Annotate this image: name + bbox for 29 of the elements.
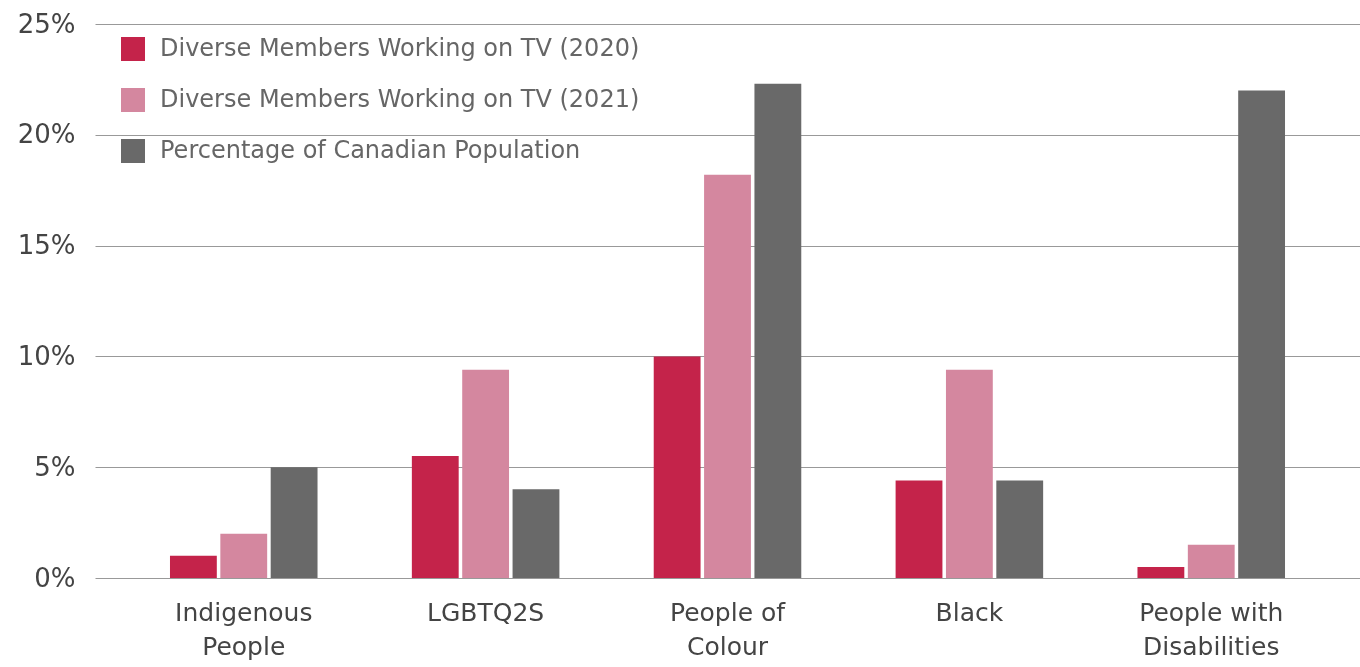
legend-label: Diverse Members Working on TV (2021): [160, 85, 640, 113]
y-tick-label: 5%: [34, 451, 76, 482]
y-tick-label: 15%: [17, 230, 76, 261]
bar: [270, 467, 318, 578]
y-tick-label: 20%: [17, 119, 76, 150]
bar: [411, 456, 459, 578]
bar: [754, 83, 802, 578]
x-tick-label: Black: [935, 597, 1004, 627]
y-tick-label: 10%: [17, 340, 76, 371]
bar: [945, 369, 993, 578]
x-tick-label: LGBTQ2S: [427, 597, 545, 627]
bar: [169, 555, 217, 578]
bar: [1187, 544, 1235, 578]
bar: [653, 356, 701, 578]
bar: [996, 480, 1044, 578]
bar: [220, 533, 268, 578]
y-tick-label: 25%: [17, 8, 76, 39]
bar: [512, 489, 560, 578]
bar: [462, 369, 510, 578]
y-tick-label: 0%: [34, 562, 76, 593]
legend-label: Percentage of Canadian Population: [160, 136, 581, 164]
x-tick-label: Indigenous People: [175, 597, 313, 661]
bar: [895, 480, 943, 578]
x-tick-label: People of Colour: [669, 597, 787, 661]
bar: [1238, 90, 1286, 578]
bar: [1137, 566, 1185, 578]
bar: [704, 174, 751, 578]
x-tick-label: People with Disabilities: [1139, 597, 1284, 661]
legend-label: Diverse Members Working on TV (2020): [160, 34, 640, 62]
